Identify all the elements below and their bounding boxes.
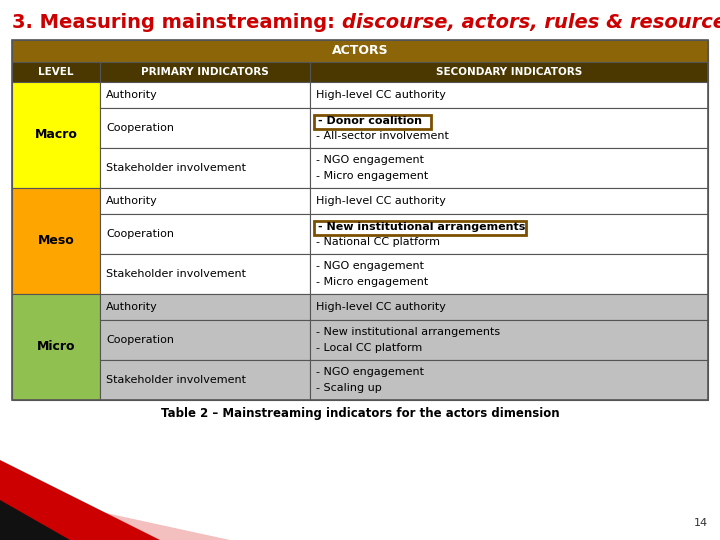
Bar xyxy=(100,82,310,108)
Text: Cooperation: Cooperation xyxy=(106,335,174,345)
Bar xyxy=(310,108,708,148)
Bar xyxy=(12,188,100,294)
Bar xyxy=(310,294,708,320)
Bar xyxy=(100,62,310,82)
Text: Meso: Meso xyxy=(37,234,74,247)
Text: - National CC platform: - National CC platform xyxy=(316,237,440,247)
Text: - NGO engagement: - NGO engagement xyxy=(316,155,424,165)
Bar xyxy=(100,214,310,254)
Text: - Micro engagement: - Micro engagement xyxy=(316,277,428,287)
Bar xyxy=(100,254,310,294)
Text: - Scaling up: - Scaling up xyxy=(316,383,382,393)
Text: Authority: Authority xyxy=(106,196,158,206)
Text: ACTORS: ACTORS xyxy=(332,44,388,57)
Bar xyxy=(12,40,708,400)
Text: - New institutional arrangements: - New institutional arrangements xyxy=(316,327,500,337)
Text: - All-sector involvement: - All-sector involvement xyxy=(316,131,449,141)
Bar xyxy=(310,360,708,400)
Text: 3. Measuring mainstreaming:: 3. Measuring mainstreaming: xyxy=(12,13,341,32)
Text: Micro: Micro xyxy=(37,341,76,354)
Text: Stakeholder involvement: Stakeholder involvement xyxy=(106,163,246,173)
Text: Cooperation: Cooperation xyxy=(106,229,174,239)
Polygon shape xyxy=(0,500,70,540)
Bar xyxy=(100,108,310,148)
Bar xyxy=(100,188,310,214)
Bar xyxy=(310,214,708,254)
Bar xyxy=(100,148,310,188)
Bar xyxy=(12,294,100,400)
FancyBboxPatch shape xyxy=(314,115,431,129)
Text: PRIMARY INDICATORS: PRIMARY INDICATORS xyxy=(141,67,269,77)
Bar xyxy=(100,360,310,400)
Text: Cooperation: Cooperation xyxy=(106,123,174,133)
Bar xyxy=(100,320,310,360)
Bar xyxy=(310,188,708,214)
Bar xyxy=(12,40,708,62)
Text: High-level CC authority: High-level CC authority xyxy=(316,196,446,206)
Bar xyxy=(310,62,708,82)
Text: discourse, actors, rules & resources: discourse, actors, rules & resources xyxy=(341,13,720,32)
Polygon shape xyxy=(0,490,230,540)
Text: - Donor coalition: - Donor coalition xyxy=(318,116,422,126)
Text: - NGO engagement: - NGO engagement xyxy=(316,367,424,377)
Polygon shape xyxy=(0,460,160,540)
Text: Authority: Authority xyxy=(106,90,158,100)
Bar xyxy=(12,82,100,188)
Bar xyxy=(12,62,100,82)
Text: High-level CC authority: High-level CC authority xyxy=(316,90,446,100)
Text: - NGO engagement: - NGO engagement xyxy=(316,261,424,271)
Bar xyxy=(310,320,708,360)
Text: - Local CC platform: - Local CC platform xyxy=(316,343,422,353)
Text: SECONDARY INDICATORS: SECONDARY INDICATORS xyxy=(436,67,582,77)
Text: LEVEL: LEVEL xyxy=(38,67,73,77)
Text: - Micro engagement: - Micro engagement xyxy=(316,171,428,181)
FancyBboxPatch shape xyxy=(314,221,526,235)
Bar xyxy=(310,82,708,108)
Text: - New institutional arrangements: - New institutional arrangements xyxy=(318,222,526,232)
Text: Stakeholder involvement: Stakeholder involvement xyxy=(106,269,246,279)
Text: Stakeholder involvement: Stakeholder involvement xyxy=(106,375,246,385)
Text: Macro: Macro xyxy=(35,129,78,141)
Text: 14: 14 xyxy=(694,518,708,528)
Bar xyxy=(100,294,310,320)
Text: High-level CC authority: High-level CC authority xyxy=(316,302,446,312)
Text: Authority: Authority xyxy=(106,302,158,312)
Bar xyxy=(310,254,708,294)
Text: Table 2 – Mainstreaming indicators for the actors dimension: Table 2 – Mainstreaming indicators for t… xyxy=(161,408,559,421)
Bar xyxy=(310,148,708,188)
